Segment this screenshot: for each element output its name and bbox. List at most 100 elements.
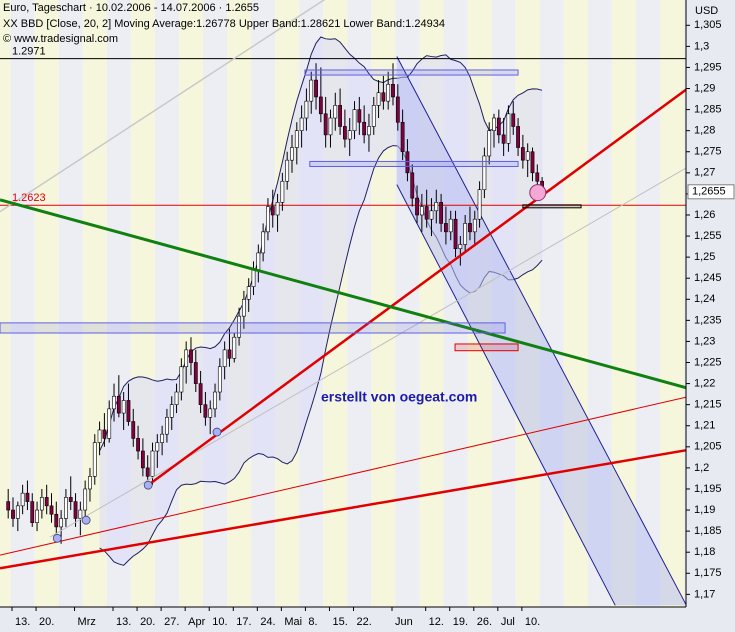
- candle-body: [405, 151, 410, 174]
- candle-body: [357, 109, 362, 123]
- y-tick-label: 1,18: [694, 546, 715, 558]
- x-tick-label: 22.: [357, 616, 372, 628]
- candle-body: [261, 231, 266, 254]
- candle-body: [419, 206, 424, 216]
- x-tick-label: 12.: [429, 616, 444, 628]
- candle-body: [487, 130, 492, 157]
- candle-body: [30, 501, 35, 523]
- candle-body: [213, 391, 217, 410]
- candle-body: [203, 404, 208, 418]
- y-tick-label: 1,28: [694, 125, 715, 137]
- y-tick-label: 1,275: [694, 146, 722, 158]
- candle-body: [270, 206, 275, 216]
- candle-body: [112, 395, 116, 410]
- candle-body: [227, 349, 232, 359]
- candle-body: [444, 223, 448, 233]
- week-stripe: [203, 0, 228, 607]
- y-tick-label: 1,21: [694, 420, 715, 432]
- x-tick-label: 13.: [116, 616, 131, 628]
- candle-body: [78, 509, 83, 519]
- y-tick-label: 1,185: [694, 525, 722, 537]
- last-price-label: 1,2655: [692, 186, 726, 198]
- candle-body: [165, 417, 169, 435]
- candle-body: [256, 252, 261, 271]
- x-tick-label: 19.: [453, 616, 468, 628]
- candle-body: [381, 92, 386, 102]
- candle-body: [83, 488, 88, 511]
- axis-label: USD: [695, 5, 718, 17]
- y-tick-label: 1,225: [694, 356, 722, 368]
- y-tick-label: 1,22: [694, 377, 715, 389]
- candle-body: [208, 408, 213, 418]
- candle-body: [246, 286, 251, 300]
- candle-body: [415, 197, 419, 216]
- candle-body: [516, 126, 520, 148]
- candle-body: [73, 501, 78, 519]
- channel-upper: [396, 56, 687, 606]
- candle-body: [136, 438, 140, 452]
- candle-body: [189, 349, 193, 363]
- candle-body: [463, 223, 468, 245]
- candle-body: [371, 105, 376, 127]
- x-tick-label: 20.: [140, 616, 155, 628]
- channel-lower: [396, 184, 616, 606]
- candle-body: [107, 408, 112, 439]
- candle-body: [304, 100, 309, 119]
- candle-body: [501, 134, 506, 144]
- candle-body: [410, 172, 415, 199]
- candle-body: [116, 395, 121, 414]
- x-tick-label: 27.: [164, 616, 179, 628]
- y-tick-label: 1,245: [694, 272, 722, 284]
- trend-line: [0, 0, 326, 213]
- trend-line: [0, 396, 687, 556]
- candle-body: [285, 159, 290, 182]
- week-stripe: [0, 0, 11, 607]
- candle-body: [64, 497, 68, 519]
- level-label: 1.2623: [12, 192, 46, 204]
- candle-body: [439, 202, 444, 224]
- candle-body: [179, 366, 184, 393]
- marker: [143, 480, 153, 490]
- trend-line: [147, 88, 688, 487]
- candle-body: [328, 117, 333, 136]
- x-tick-label: Jul: [501, 616, 515, 628]
- candle-body: [448, 218, 453, 233]
- x-tick-label: Apr: [188, 616, 205, 628]
- candle-body: [530, 151, 535, 174]
- candle-body: [290, 147, 294, 161]
- y-tick-label: 1,305: [694, 19, 722, 31]
- x-tick-label: 20.: [39, 616, 54, 628]
- y-axis-panel: [686, 0, 735, 632]
- x-axis-panel: [0, 607, 686, 632]
- y-tick-label: 1,195: [694, 483, 722, 495]
- candle-body: [126, 400, 131, 422]
- candle-body: [458, 244, 463, 250]
- week-stripe: [684, 0, 686, 607]
- y-tick-label: 1,205: [694, 441, 722, 453]
- week-stripe: [178, 0, 204, 607]
- y-tick-label: 1,3: [694, 40, 709, 52]
- candle-body: [535, 172, 540, 182]
- candle-body: [11, 509, 15, 519]
- x-tick-label: Jun: [395, 616, 413, 628]
- candle-body: [400, 121, 405, 153]
- candle-body: [198, 383, 203, 405]
- candle-body: [391, 84, 395, 98]
- candle-body: [342, 126, 347, 140]
- trend-line: [0, 198, 687, 390]
- candle-body: [160, 433, 165, 443]
- candle-body: [145, 467, 150, 477]
- candle-body: [482, 155, 487, 190]
- candle-body: [251, 269, 256, 287]
- candle-body: [333, 105, 338, 119]
- box: [522, 204, 582, 209]
- candle-body: [232, 336, 237, 359]
- candle-body: [97, 429, 102, 443]
- candle-body: [193, 362, 198, 384]
- candle-body: [347, 130, 352, 140]
- candle-body: [174, 391, 179, 405]
- box: [454, 343, 519, 352]
- candle-body: [376, 92, 381, 106]
- candle-body: [453, 218, 458, 250]
- candle-body: [155, 442, 160, 452]
